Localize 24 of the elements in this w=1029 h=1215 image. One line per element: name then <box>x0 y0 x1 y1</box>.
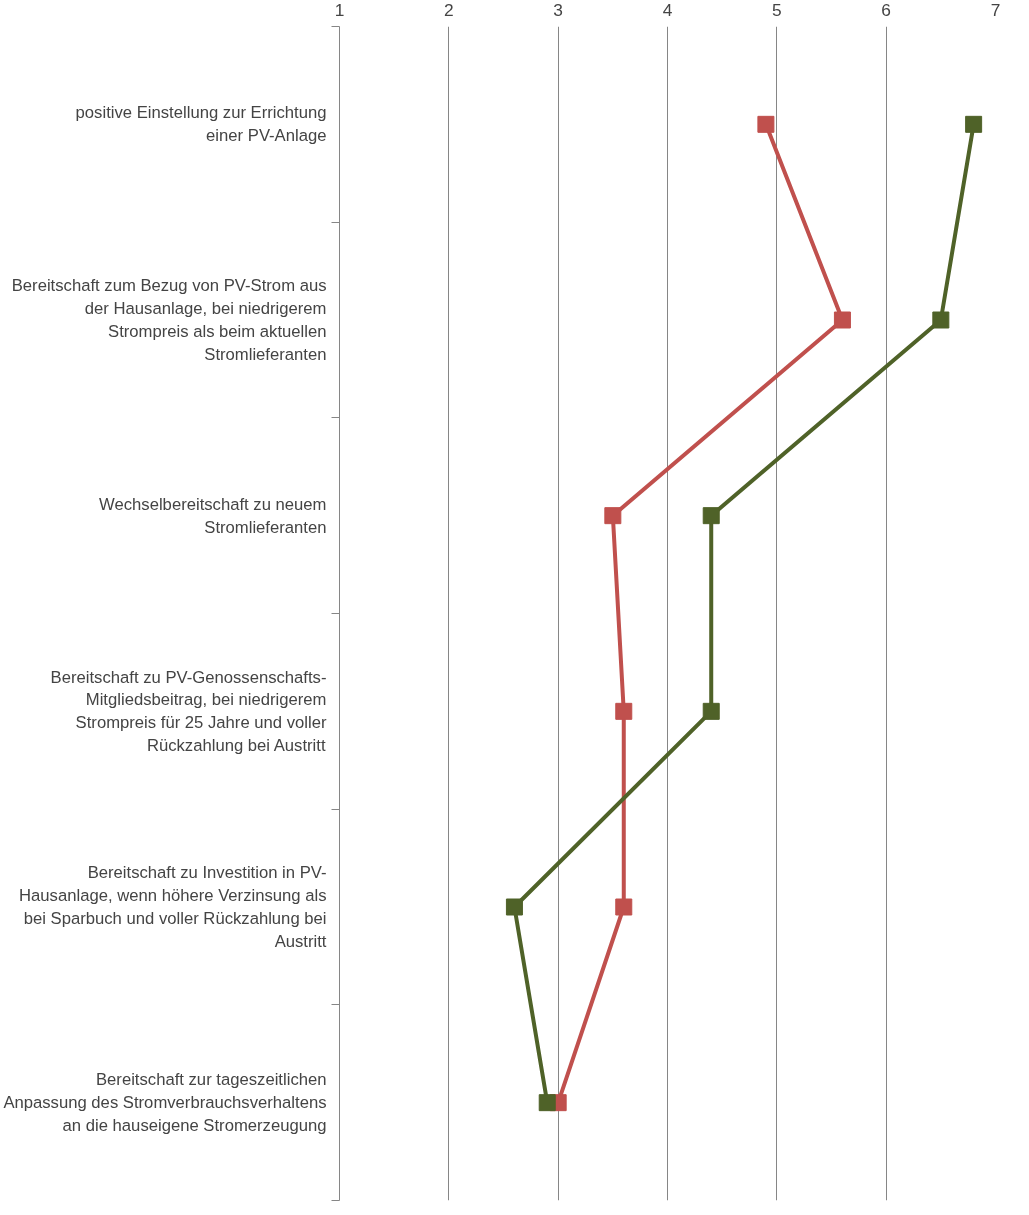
point <box>932 311 950 329</box>
point <box>538 1094 556 1112</box>
x-tick-label: 5 <box>772 0 782 20</box>
point <box>833 311 851 329</box>
point <box>702 507 720 525</box>
point <box>615 702 633 720</box>
y-tick-label: Bereitschaft zu PV-Genossenschafts-Mitgliedsbeitrag, bei niedrigerem Strompreis für 25 Jahre und voller Rückzahlung bei Austritt <box>50 667 327 756</box>
y-tick-label: Bereitschaft zu Investition in PV-Hausanlage, wenn höhere Verzinsung als bei Sparbuch und voller Rückzahlung bei Austritt <box>19 863 327 951</box>
y-tick-label: Bereitschaft zum Bezug von PV-Strom aus der Hausanlage, bei niedrigerem Strompreis als beim aktuellen Stromlieferanten <box>11 276 327 364</box>
x-tick-label: 1 <box>334 0 345 20</box>
x-tick-label: 6 <box>881 0 891 20</box>
x-tick-label: 4 <box>662 0 673 20</box>
point <box>702 702 720 720</box>
x-tick-label: 7 <box>990 0 1001 20</box>
x-tick-label: 3 <box>553 0 563 20</box>
x-tick-label: 2 <box>444 0 454 20</box>
y-tick-label: Wechselbereitschaft zu neuem Stromlieferanten <box>99 494 327 537</box>
point <box>757 115 775 133</box>
y-tick-label: positive Einstellung zur Errichtung einer PV-Anlage <box>75 103 327 146</box>
point <box>505 898 523 916</box>
point <box>604 507 622 525</box>
point <box>615 898 633 916</box>
point <box>965 115 983 133</box>
y-tick-label: Bereitschaft zur tageszeitlichen Anpassung des Stromverbrauchsverhaltens an die hauseigene Stromerzeugung <box>3 1070 327 1135</box>
